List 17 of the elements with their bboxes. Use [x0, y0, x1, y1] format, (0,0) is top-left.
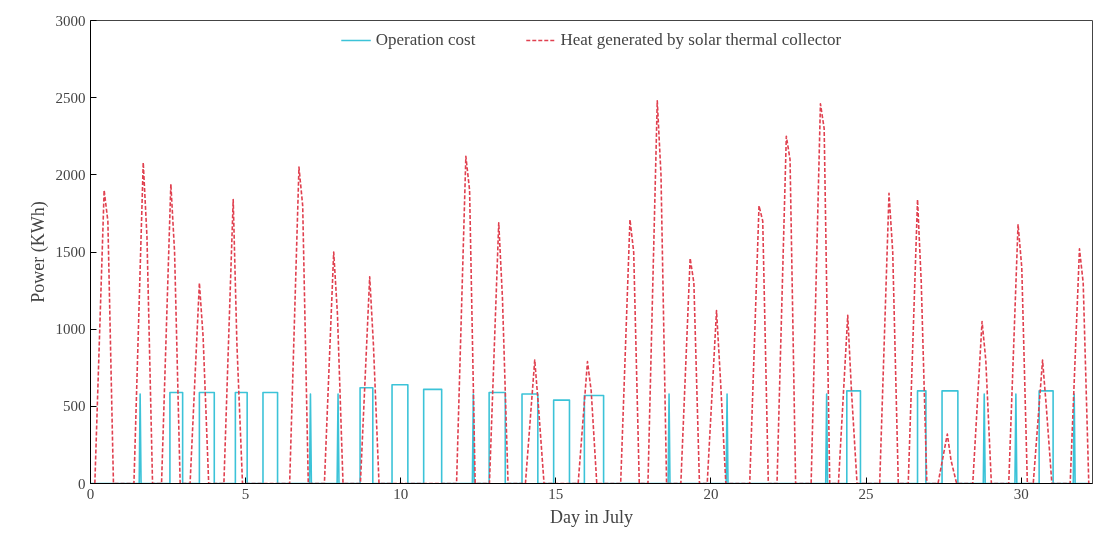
x-tick-label: 30	[1013, 485, 1029, 502]
x-tick-label: 10	[393, 485, 409, 502]
y-tick-label: 3000	[55, 12, 86, 29]
y-axis-title: Power (KWh)	[27, 201, 49, 303]
y-tick-label: 500	[63, 398, 86, 415]
y-tick-label: 1500	[55, 244, 86, 260]
y-tick-label: 2000	[55, 166, 86, 183]
x-axis-title: Day in July	[550, 506, 633, 527]
legend-label: Operation cost	[375, 30, 476, 50]
line-series	[94, 99, 1090, 484]
x-tick-label: 15	[548, 485, 564, 502]
x-tick-label: 25	[858, 485, 874, 502]
y-tick-label: 2500	[55, 89, 86, 106]
y-tick-label: 1000	[55, 321, 86, 338]
legend-label: Heat generated by solar thermal collector	[560, 30, 842, 50]
x-tick-label: 20	[703, 485, 719, 502]
x-tick-label: 5	[241, 485, 250, 502]
